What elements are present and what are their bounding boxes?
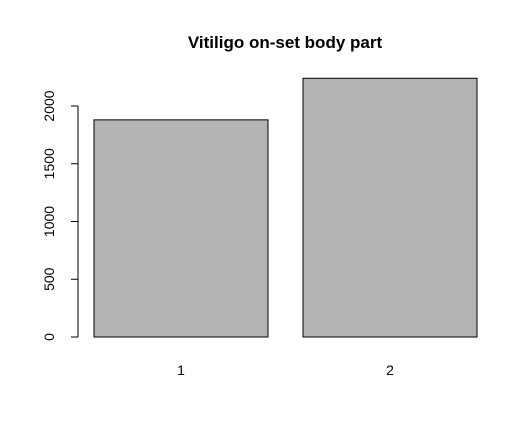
- y-tick-label: 1500: [41, 148, 57, 179]
- x-tick-label: 1: [177, 362, 185, 378]
- x-tick-label: 2: [386, 362, 394, 378]
- bar-2: [302, 77, 478, 338]
- y-tick-label: 2000: [41, 90, 57, 121]
- y-axis: 0 500 1000 1500 2000: [41, 90, 79, 341]
- y-tick-label: 500: [41, 267, 57, 291]
- chart-title: Vitiligo on-set body part: [188, 33, 383, 52]
- y-tick-label: 1000: [41, 206, 57, 237]
- bar-1: [93, 119, 269, 338]
- y-tick-label: 0: [41, 333, 57, 341]
- bars-group: [93, 77, 478, 338]
